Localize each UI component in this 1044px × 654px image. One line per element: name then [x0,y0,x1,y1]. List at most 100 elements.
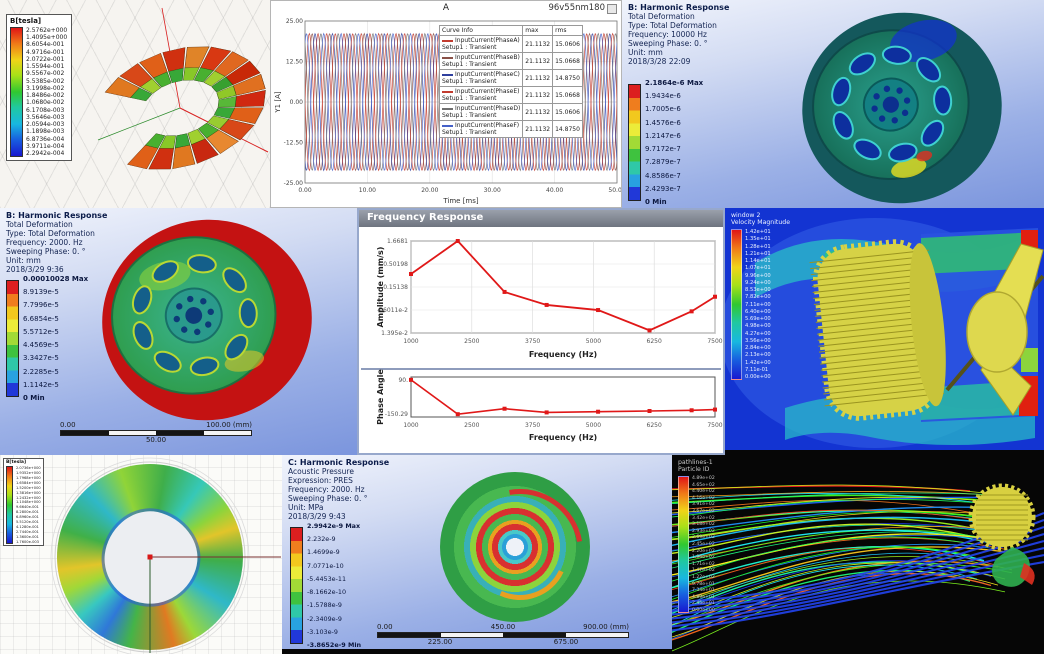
legend-value: 9.6640e-001 [16,505,39,510]
svg-text:0.15138: 0.15138 [383,284,408,291]
legend-value: 2.0722e-001 [26,55,65,63]
legend-value: 1.1898e-003 [26,128,65,136]
legend-value: 8.9139e-5 [23,288,59,297]
bottom-strip [725,450,1044,455]
svg-text:3750: 3750 [525,422,540,429]
legend-value: 5.5120e-001 [16,520,39,525]
panel-cfd-velocity: window 2 Velocity Magnitude 1.42e+01 1.35e… [725,208,1044,455]
legend-value: 9.96e+00 [745,272,771,279]
legend-values: 2.1864e-6 Max 1.9434e-6 1.7005e-6 1.4576e-6… [645,79,703,206]
legend-value: 1.1048e+000 [16,500,41,505]
panel-harmonic-2000hz: B: Harmonic Response Total Deformation Typ… [0,208,357,455]
legend-value: Type: Total Deformation [6,229,95,238]
svg-text:1.6681: 1.6681 [387,238,408,245]
legend-title: B[tesla] [10,17,42,25]
legend-value: 1.4095e+000 [26,34,68,42]
panel-acoustic-pressure: C: Harmonic Response Acoustic Pressure Exp… [282,455,672,654]
legend-value: 6.8736e-004 [26,135,65,143]
curve-info-header: Curve Info [438,25,524,36]
color-legend: 0.00010028 Max 8.9139e-5 7.7996e-5 6.6854e-… [6,275,88,402]
scale-mid: 50.00 [145,436,167,444]
legend-value: 2.0736e+000 [16,466,41,470]
svg-text:Frequency (Hz): Frequency (Hz) [529,433,597,442]
legend-value: 3.18e+02 [692,522,715,528]
legend-value: 2018/3/29 9:43 [288,512,346,521]
svg-text:1000: 1000 [403,338,418,345]
legend-value: 0 Min [645,197,667,206]
legend-value: 4.16e+02 [692,495,715,501]
legend-value: 7.34e+01 [692,588,715,594]
svg-text:1000: 1000 [403,422,418,429]
legend-value: 0.00e+00 [692,607,715,613]
legend-value: 6.40e+00 [745,308,771,315]
svg-text:10.00: 10.00 [359,187,376,194]
curve-info-row: InputCurrent(PhaseA) Setup1 : Transient 2… [438,35,583,53]
legend-value: 1.9352e+000 [16,470,41,475]
svg-text:2500: 2500 [464,338,479,345]
legend-value: 1.7005e-6 [645,105,681,114]
legend-value: 5.5712e-5 [23,327,59,336]
legend-value: 1.22e+02 [692,574,715,580]
legend-value: 4.4569e-5 [23,341,59,350]
color-legend: 2.9942e-9 Max 2.232e-9 1.4699e-9 7.0771e-10… [290,522,361,649]
legend-value: 3.91e+02 [692,502,715,508]
legend-values: 2.9942e-9 Max 2.232e-9 1.4699e-9 7.0771e-10… [307,522,361,649]
panel-harmonic-10000hz: B: Harmonic Response Total Deformation Typ… [622,0,1044,208]
streamlines-render [672,483,1044,652]
legend-value: 1.35e+01 [745,236,771,243]
legend-value: 3.42e+02 [692,515,715,521]
legend-value: 1.0680e-002 [26,99,65,107]
legend-value: 7.11e+00 [745,301,771,308]
result-header: B: Harmonic Response Total Deformation Typ… [628,3,729,66]
svg-text:6250: 6250 [647,422,662,429]
wheel-deformation-render [802,12,1002,204]
legend-value: 1.7968e+000 [16,475,41,480]
color-scale-bar [678,476,689,613]
legend-values: 0.00010028 Max 8.9139e-5 7.7996e-5 6.6854e-… [23,275,88,402]
legend-value: 8.53e+00 [745,287,771,293]
legend-value: 2.5762e+000 [26,27,68,34]
legend-value: 4.9716e-001 [26,48,65,56]
legend-value: Expression: PRES [288,476,353,485]
window-titlebar[interactable]: Frequency Response [359,210,723,227]
legend-value: 1.4699e-9 [307,548,340,557]
legend-value: -1.5788e-9 [307,601,342,610]
legend-value: 9.5567e-002 [26,70,65,78]
legend-value: 4.89e+01 [692,594,715,600]
bottom-strip [282,649,672,654]
scale-225: 225.00 [427,638,453,646]
legend-value: 2.93e+02 [692,528,715,534]
svg-text:12.50: 12.50 [286,59,303,66]
legend-value: 3.1998e-002 [26,84,65,92]
legend-value: 4.65e+02 [692,482,715,488]
legend-values: 1.42e+01 1.35e+01 1.28e+01 1.21e+01 1.14e+01… [745,229,771,380]
legend-value: 2.69e+02 [692,535,715,541]
svg-text:Time [ms]: Time [ms] [442,197,479,205]
legend-value: 6.1708e-003 [26,106,65,114]
legend-value: 4.89e+02 [692,476,715,481]
legend-value: B: Harmonic Response [628,3,730,12]
legend-value: -3.103e-9 [307,627,338,636]
svg-text:30.00: 30.00 [484,187,501,194]
color-legend: pathlines-1 Particle ID 4.89e+02 4.65e+02 4… [678,459,715,613]
curve-info-row: InputCurrent(PhaseC) Setup1 : Transient 2… [438,69,583,87]
legend-value: -5.4453e-11 [307,574,347,583]
legend-value: 1.7600e-003 [16,539,39,544]
maximize-icon[interactable] [607,4,617,14]
rotor-overlay [50,457,281,654]
svg-text:Frequency (Hz): Frequency (Hz) [529,350,597,359]
legend-value: 2.84e+00 [745,345,771,351]
legend-value: 5.5385e-002 [26,77,65,85]
legend-value: 2018/3/29 9:36 [6,265,64,274]
legend-values: 4.89e+02 4.65e+02 4.40e+02 4.16e+02 3.91e+02… [692,476,715,613]
legend-value: 1.42e+01 [745,229,771,235]
legend-value: Frequency: 2000. Hz [288,485,365,494]
legend-value: 4.8586e-7 [645,171,681,180]
legend-value: 7.0771e-10 [307,561,344,570]
legend-value: 7.7996e-5 [23,301,59,310]
legend-value: Unit: mm [628,48,663,57]
legend-value: -8.1662e-10 [307,588,347,597]
rms-header: rms [552,25,583,36]
svg-text:Amplitude (mm/s): Amplitude (mm/s) [376,247,385,328]
